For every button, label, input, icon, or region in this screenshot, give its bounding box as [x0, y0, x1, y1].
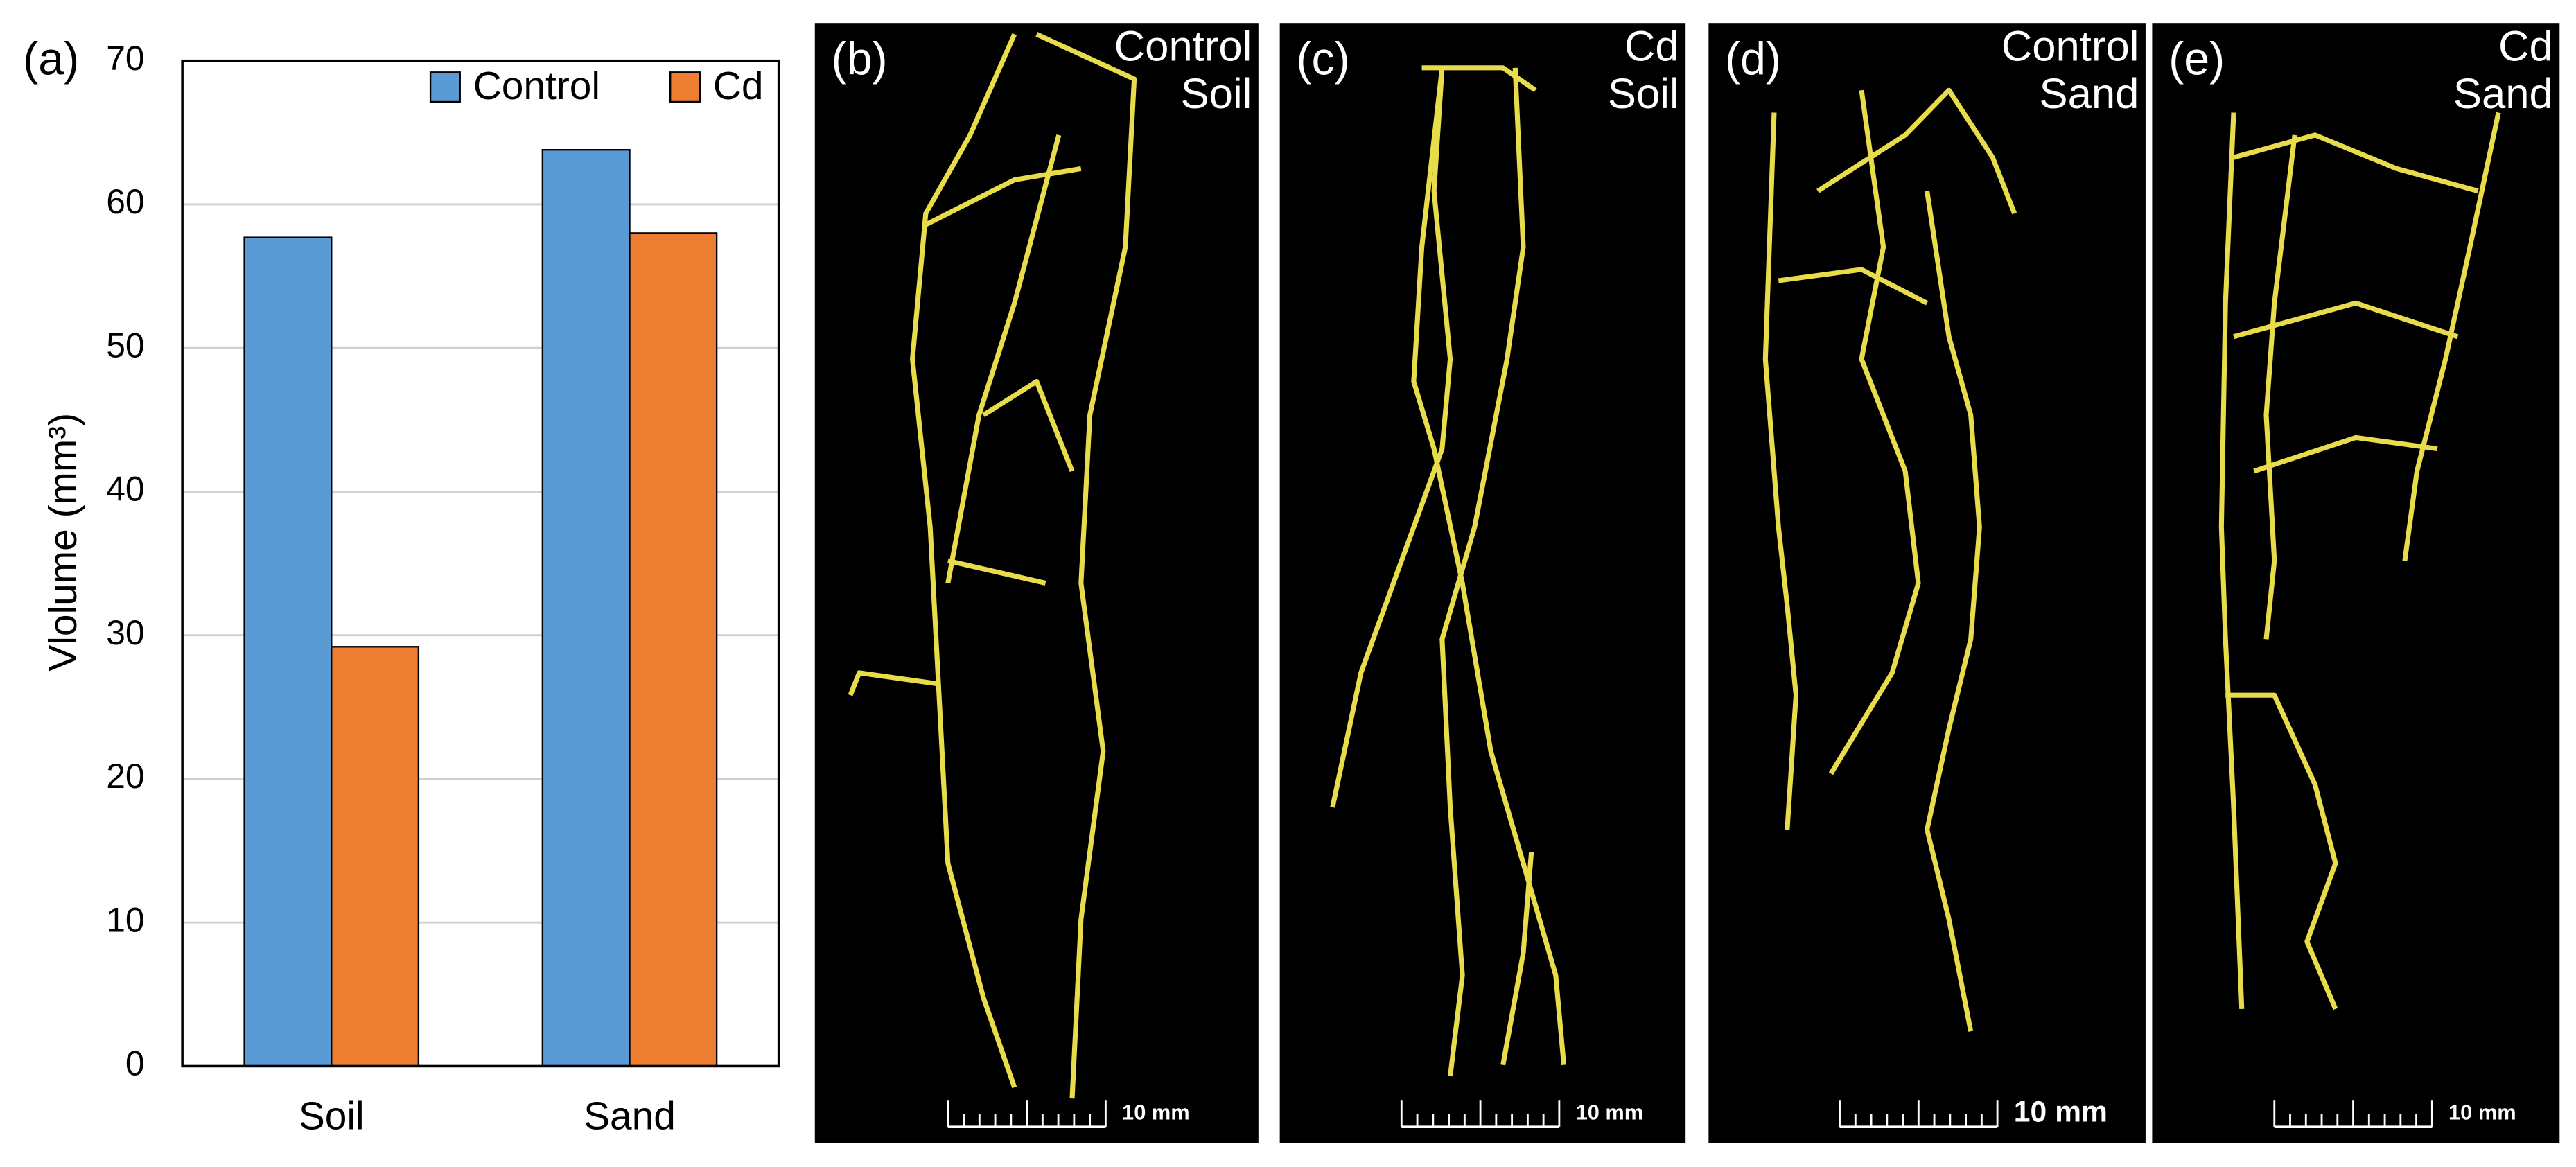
treatment-label: Sand [2039, 70, 2139, 118]
root [2218, 112, 2245, 1010]
root [910, 33, 1017, 1089]
legend-swatch [429, 71, 461, 103]
scale-label: 10 mm [1576, 1100, 1644, 1124]
treatment-label: Cd [1624, 22, 1679, 70]
bar [541, 149, 631, 1067]
root [1828, 89, 1921, 775]
scale-label: 10 mm [2014, 1095, 2108, 1128]
root [2402, 112, 2501, 561]
treatment-label: Control [2001, 22, 2139, 70]
legend-label: Control [473, 64, 600, 108]
root-image [1708, 23, 2146, 1143]
y-tick-label: 10 [106, 900, 144, 939]
x-tick-label: Soil [299, 1094, 365, 1138]
panel-label: (b) [831, 34, 887, 85]
root [982, 378, 1075, 473]
root [1925, 191, 1982, 1032]
panel-label: (d) [1725, 34, 1781, 85]
treatment-label: Soil [1181, 70, 1252, 118]
y-axis-title: Vlolume (mm³) [41, 413, 85, 672]
bar [243, 236, 333, 1067]
root [1500, 852, 1534, 1066]
root [1762, 112, 1799, 830]
treatment-label: Soil [1608, 70, 1679, 118]
legend-label: Cd [713, 64, 764, 108]
root [1778, 267, 1929, 306]
root [925, 166, 1082, 227]
root [2233, 132, 2479, 194]
root [2263, 134, 2297, 640]
y-tick-label: 0 [125, 1044, 145, 1083]
y-tick-label: 30 [106, 613, 144, 652]
y-tick-label: 50 [106, 326, 144, 365]
y-tick-label: 20 [106, 757, 144, 796]
root [1421, 65, 1537, 93]
y-tick-label: 60 [106, 182, 144, 221]
panel-label: (e) [2168, 34, 2225, 85]
scale-label: 10 mm [1122, 1100, 1190, 1124]
x-tick-label: Sand [584, 1094, 676, 1138]
y-tick-label: 40 [106, 470, 144, 509]
root [2225, 692, 2338, 1010]
root [947, 558, 1046, 586]
panel-label: (c) [1296, 34, 1349, 85]
root-image [2152, 23, 2560, 1143]
bar [331, 646, 420, 1067]
root-image [1279, 23, 1686, 1143]
panel-label: (a) [23, 34, 79, 85]
root [2233, 300, 2459, 340]
root [1816, 87, 2017, 215]
treatment-label: Cd [2498, 22, 2553, 70]
y-tick-label: 70 [106, 39, 144, 78]
root [1411, 67, 1567, 1066]
root [1330, 67, 1453, 808]
legend-swatch [669, 71, 701, 103]
root [848, 670, 940, 696]
plot-frame [181, 59, 780, 1068]
root [1035, 32, 1137, 1099]
root [1439, 67, 1526, 1077]
treatment-label: Control [1114, 22, 1252, 70]
root [945, 134, 1062, 584]
root [2253, 435, 2438, 474]
scale-label: 10 mm [2448, 1100, 2516, 1124]
bar [629, 232, 718, 1067]
treatment-label: Sand [2453, 70, 2553, 118]
